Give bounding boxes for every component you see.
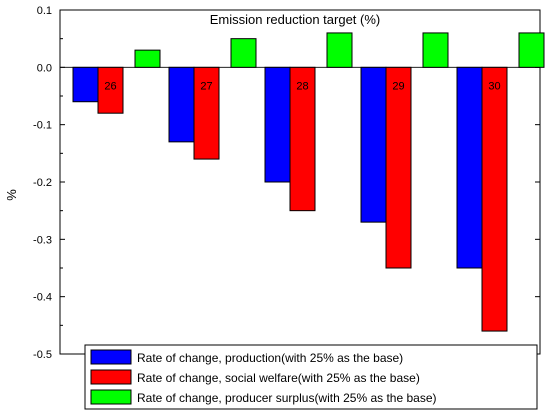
category-label: 29 (392, 80, 404, 92)
y-tick-label: -0.1 (33, 120, 52, 132)
bar-production (72, 66, 99, 103)
legend-swatch (90, 349, 132, 365)
legend: Rate of change, production(with 25% as t… (84, 344, 538, 410)
bar-social-welfare (481, 66, 508, 332)
bar-social-welfare (193, 66, 220, 160)
bar-social-welfare (97, 66, 124, 114)
y-tick-label: -0.2 (33, 177, 52, 189)
bar-social-welfare (289, 66, 316, 212)
legend-swatch (90, 369, 132, 385)
y-tick-label: -0.4 (33, 292, 52, 304)
y-tick-label: -0.3 (33, 234, 52, 246)
bar-production (456, 66, 483, 269)
bar-production (360, 66, 387, 223)
legend-box (84, 344, 538, 410)
y-axis-label: % (4, 189, 19, 201)
category-label: 28 (296, 80, 308, 92)
bar-producer-surplus (134, 49, 161, 68)
category-label: 30 (488, 80, 500, 92)
bar-production (264, 66, 291, 183)
bar-producer-surplus (230, 38, 257, 68)
bar-producer-surplus (326, 32, 353, 68)
bar-production (168, 66, 195, 143)
legend-label: Rate of change, production(with 25% as t… (137, 351, 403, 365)
bar-producer-surplus (422, 32, 449, 68)
bar-producer-surplus (518, 32, 545, 68)
chart-title: Emission reduction target (%) (210, 12, 381, 27)
y-tick-label: -0.5 (33, 349, 52, 361)
y-tick-label: 0.1 (37, 5, 52, 17)
legend-label: Rate of change, producer surplus(with 25… (137, 391, 437, 405)
legend-label: Rate of change, social welfare(with 25% … (137, 371, 420, 385)
bar-social-welfare (385, 66, 412, 269)
y-tick-label: 0.0 (37, 62, 52, 74)
legend-swatch (90, 389, 132, 405)
category-label: 27 (200, 80, 212, 92)
category-label: 26 (104, 80, 116, 92)
